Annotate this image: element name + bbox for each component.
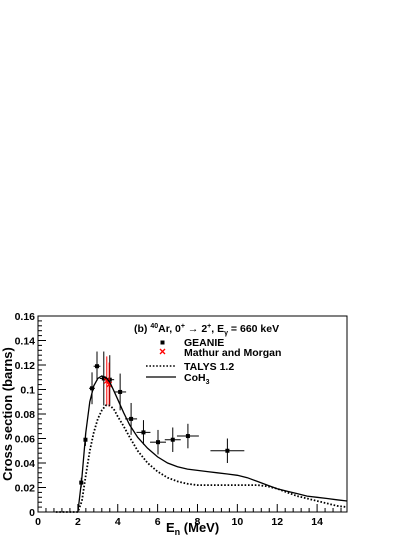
- square-marker: [185, 434, 190, 439]
- chart-annotation: (b) 40Ar, 0+ → 2+, Eγ = 660 keV: [134, 323, 279, 337]
- legend-marker-geanie: [160, 340, 165, 345]
- data-point-geanie: [210, 438, 245, 463]
- y-axis-tick-labels: 0 0.02 0.04 0.06 0.08 0.1 0.12 0.14 0.16: [15, 311, 36, 519]
- y-tick-label: 0.02: [15, 483, 36, 495]
- x-tick-label: 12: [271, 516, 283, 528]
- legend-label-coh3-main: CoH: [184, 372, 206, 384]
- x-axis-tick-labels: 0 2 4 6 8 10 12 14: [35, 516, 323, 528]
- data-point-geanie: [136, 420, 151, 445]
- annotation-egamma-e: , E: [211, 323, 224, 335]
- annotation-prefix: (b): [134, 323, 150, 335]
- y-tick-label: 0.12: [15, 360, 36, 372]
- legend: GEANIE Mathur and Morgan TALYS 1.2 CoH3: [146, 337, 281, 386]
- annotation-plus1: +: [181, 323, 185, 330]
- y-tick-label: 0.08: [15, 409, 36, 421]
- square-marker: [118, 389, 123, 394]
- annotation-plus2: +: [207, 323, 211, 330]
- annotation-mass-number: 40: [150, 323, 158, 330]
- square-marker: [90, 386, 95, 391]
- square-marker: [141, 430, 146, 435]
- data-point-mathur-and-morgan: [103, 356, 110, 406]
- annotation-element: Ar, 0: [158, 323, 181, 335]
- annotation-egamma-sub: γ: [224, 330, 228, 337]
- y-tick-label: 0.04: [15, 458, 36, 470]
- annotation-egamma-value: = 660 keV: [228, 323, 279, 335]
- x-axis-label-unit: (MeV): [180, 520, 219, 535]
- x-axis-ticks: [37, 504, 342, 512]
- data-point-geanie: [89, 372, 96, 405]
- square-marker: [129, 416, 134, 421]
- series-layer: [55, 351, 348, 513]
- legend-label-coh3-sub: 3: [206, 379, 210, 386]
- y-tick-label: 0.14: [15, 336, 36, 348]
- cross-marker: [103, 378, 110, 384]
- y-axis-label: Cross section (barns): [0, 347, 15, 481]
- data-point-geanie: [93, 351, 101, 381]
- x-axis-label: En (MeV): [166, 520, 219, 537]
- series-line-coh3: [77, 375, 348, 513]
- annotation-arrow: → 2: [185, 323, 207, 335]
- data-point-geanie: [164, 427, 181, 452]
- y-tick-label: 0: [29, 507, 35, 519]
- square-marker: [101, 376, 106, 381]
- y-tick-label: 0.06: [15, 434, 36, 446]
- legend-label-talys: TALYS 1.2: [184, 361, 234, 373]
- x-tick-label: 6: [155, 516, 161, 528]
- square-marker: [156, 440, 161, 445]
- legend-label-geanie: GEANIE: [184, 337, 224, 349]
- series-line-talys-1-2: [55, 404, 348, 513]
- data-point-geanie: [176, 423, 199, 449]
- square-marker: [107, 377, 112, 382]
- x-tick-label: 10: [232, 516, 244, 528]
- x-axis-label-main: E: [166, 520, 175, 535]
- y-tick-label: 0.1: [20, 385, 35, 397]
- x-axis-label-sub: n: [175, 527, 181, 537]
- square-marker: [95, 364, 100, 369]
- square-marker: [170, 437, 175, 442]
- x-tick-label: 8: [195, 516, 201, 528]
- y-axis-ticks: [38, 315, 46, 513]
- x-tick-label: 4: [115, 516, 121, 528]
- x-tick-label: 0: [35, 516, 41, 528]
- data-point-geanie: [150, 429, 166, 455]
- square-marker: [225, 448, 230, 453]
- legend-label-coh3: CoH3: [184, 372, 210, 386]
- legend-label-mathur-morgan: Mathur and Morgan: [184, 347, 281, 359]
- y-tick-label: 0.16: [15, 311, 36, 323]
- x-tick-label: 2: [75, 516, 81, 528]
- legend-marker-mathur-morgan: [159, 348, 166, 355]
- x-tick-label: 14: [311, 516, 323, 528]
